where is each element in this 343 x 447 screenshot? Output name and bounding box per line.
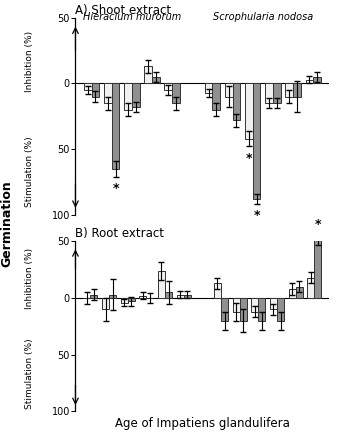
- Bar: [296, 287, 303, 298]
- Bar: [152, 77, 159, 84]
- Bar: [293, 84, 301, 97]
- Bar: [91, 295, 97, 298]
- Bar: [258, 298, 265, 320]
- Bar: [121, 298, 128, 303]
- Text: Inhibition (%): Inhibition (%): [25, 30, 34, 92]
- Text: *: *: [112, 182, 119, 195]
- Bar: [92, 84, 99, 97]
- Text: Stimulation (%): Stimulation (%): [25, 338, 34, 409]
- Text: Stimulation (%): Stimulation (%): [25, 136, 34, 207]
- Text: *: *: [253, 209, 260, 222]
- Bar: [214, 283, 221, 298]
- Text: Scrophularia nodosa: Scrophularia nodosa: [213, 12, 313, 22]
- Bar: [288, 289, 296, 298]
- Bar: [306, 80, 313, 84]
- Text: Inhibition (%): Inhibition (%): [25, 248, 34, 309]
- Bar: [253, 84, 260, 199]
- Bar: [205, 84, 212, 93]
- Text: *: *: [315, 218, 321, 231]
- X-axis label: Age of Impatiens glandulifera: Age of Impatiens glandulifera: [115, 417, 290, 430]
- Text: Hieracium murorum: Hieracium murorum: [83, 12, 181, 22]
- Bar: [277, 298, 284, 320]
- Bar: [265, 84, 273, 103]
- Bar: [104, 84, 112, 103]
- Bar: [132, 84, 140, 107]
- Bar: [128, 298, 135, 301]
- Bar: [270, 298, 277, 309]
- Bar: [233, 84, 240, 120]
- Bar: [84, 84, 92, 90]
- Bar: [240, 298, 247, 320]
- Bar: [158, 271, 165, 298]
- Bar: [314, 239, 321, 298]
- Bar: [172, 84, 180, 103]
- Text: A) Shoot extract: A) Shoot extract: [75, 4, 172, 17]
- Bar: [177, 295, 184, 298]
- Bar: [124, 84, 132, 110]
- Bar: [313, 77, 321, 84]
- Bar: [307, 278, 314, 298]
- Bar: [139, 296, 146, 298]
- Bar: [221, 298, 228, 320]
- Bar: [144, 67, 152, 84]
- Bar: [102, 298, 109, 309]
- Bar: [109, 295, 116, 298]
- Bar: [184, 295, 191, 298]
- Bar: [251, 298, 258, 312]
- Text: B) Root extract: B) Root extract: [75, 227, 164, 240]
- Text: Germination: Germination: [0, 180, 13, 267]
- Bar: [165, 84, 172, 90]
- Bar: [233, 298, 240, 312]
- Bar: [273, 84, 281, 103]
- Bar: [165, 292, 172, 298]
- Text: *: *: [246, 152, 252, 164]
- Bar: [212, 84, 220, 110]
- Bar: [245, 84, 253, 139]
- Bar: [225, 84, 233, 97]
- Bar: [285, 84, 293, 97]
- Bar: [112, 84, 119, 169]
